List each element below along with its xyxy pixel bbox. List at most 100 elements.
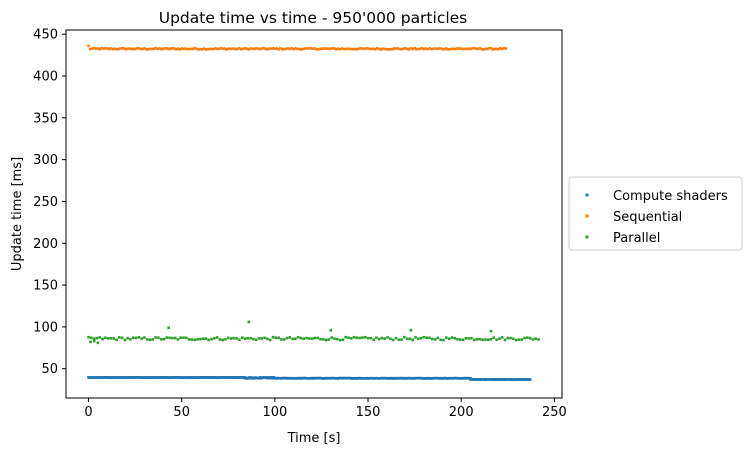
parallel-point	[322, 338, 325, 341]
parallel-point	[458, 338, 462, 341]
sequential-point	[115, 47, 118, 51]
sequential-point	[92, 46, 96, 50]
parallel-point	[285, 336, 289, 340]
sequential-point	[94, 47, 98, 50]
sequential-point	[146, 47, 150, 51]
sequential-point	[150, 47, 154, 51]
parallel-point	[503, 338, 507, 342]
parallel-point	[257, 337, 261, 340]
data-points	[87, 44, 540, 381]
sequential-point	[461, 47, 465, 51]
sequential-point	[161, 47, 165, 51]
parallel-point	[143, 336, 146, 339]
parallel-point	[327, 338, 331, 341]
parallel-point	[187, 338, 191, 341]
sequential-point	[312, 47, 316, 50]
y-tick-label: 450	[33, 28, 58, 43]
sequential-point	[230, 47, 234, 51]
sequential-point	[331, 46, 334, 50]
sequential-point	[308, 46, 312, 50]
sequential-point	[176, 47, 180, 50]
sequential-point	[344, 47, 347, 51]
sequential-point	[241, 47, 245, 51]
sequential-point	[335, 48, 338, 51]
parallel-point	[464, 337, 468, 340]
legend-marker-parallel	[585, 235, 589, 239]
sequential-point	[143, 47, 146, 50]
sequential-point	[210, 47, 213, 51]
parallel-point	[352, 335, 356, 339]
legend-label-compute-shaders: Compute shaders	[613, 189, 728, 204]
sequential-point	[322, 47, 325, 50]
sequential-point	[415, 47, 418, 51]
sequential-point	[202, 47, 206, 50]
parallel-point	[526, 336, 529, 339]
parallel-point	[266, 337, 269, 341]
sequential-point	[212, 47, 215, 51]
sequential-point	[169, 47, 172, 51]
sequential-point	[456, 47, 459, 50]
sequential-point	[441, 47, 444, 51]
parallel-point	[341, 338, 345, 342]
parallel-point	[199, 337, 202, 341]
parallel-point	[442, 338, 445, 342]
sequential-point	[383, 47, 387, 51]
sequential-point	[191, 47, 195, 51]
parallel-point	[221, 338, 224, 342]
parallel-point	[495, 338, 498, 342]
sequential-point	[236, 47, 239, 51]
parallel-point	[403, 335, 406, 339]
parallel-point	[484, 338, 487, 341]
sequential-point	[145, 47, 148, 51]
sequential-point	[159, 47, 163, 51]
sequential-point	[171, 47, 174, 50]
sequential-point	[398, 47, 402, 51]
parallel-point	[238, 338, 241, 342]
sequential-point	[381, 47, 385, 50]
sequential-point	[258, 47, 262, 51]
parallel-point	[414, 336, 417, 339]
plot-area	[65, 29, 563, 399]
sequential-point	[256, 47, 260, 50]
sequential-point	[446, 48, 450, 51]
sequential-point	[290, 47, 293, 50]
x-tick-label: 150	[356, 405, 381, 420]
sequential-point	[206, 47, 210, 51]
sequential-point	[310, 47, 314, 50]
parallel-point	[417, 337, 420, 341]
parallel-point	[512, 337, 515, 341]
sequential-point	[336, 47, 340, 51]
parallel-point	[126, 336, 129, 340]
sequential-point	[338, 47, 342, 51]
parallel-point	[329, 328, 333, 332]
sequential-point	[392, 47, 396, 50]
parallel-point	[282, 338, 286, 341]
sequential-point	[420, 46, 424, 50]
sequential-point	[184, 47, 187, 50]
parallel-point	[90, 336, 93, 340]
parallel-point	[204, 337, 208, 340]
sequential-point	[215, 47, 219, 51]
sequential-point	[286, 47, 290, 50]
sequential-point	[472, 46, 476, 50]
sequential-point	[500, 47, 504, 51]
sequential-point	[251, 47, 254, 50]
parallel-point	[263, 336, 266, 340]
sequential-point	[126, 47, 129, 51]
parallel-point	[361, 336, 364, 339]
sequential-point	[225, 48, 228, 51]
sequential-point	[240, 47, 243, 51]
parallel-point	[439, 338, 442, 342]
sequential-point	[469, 47, 472, 51]
sequential-point	[288, 47, 292, 51]
sequential-point	[487, 46, 491, 50]
legend-marker-sequential	[585, 214, 589, 218]
sequential-point	[271, 47, 275, 50]
parallel-point	[268, 338, 272, 342]
sequential-point	[448, 48, 452, 51]
legend-marker-compute-shaders	[585, 193, 589, 197]
sequential-point	[199, 47, 202, 51]
sequential-point	[372, 47, 375, 51]
sequential-point	[299, 48, 303, 51]
parallel-point	[226, 336, 230, 340]
